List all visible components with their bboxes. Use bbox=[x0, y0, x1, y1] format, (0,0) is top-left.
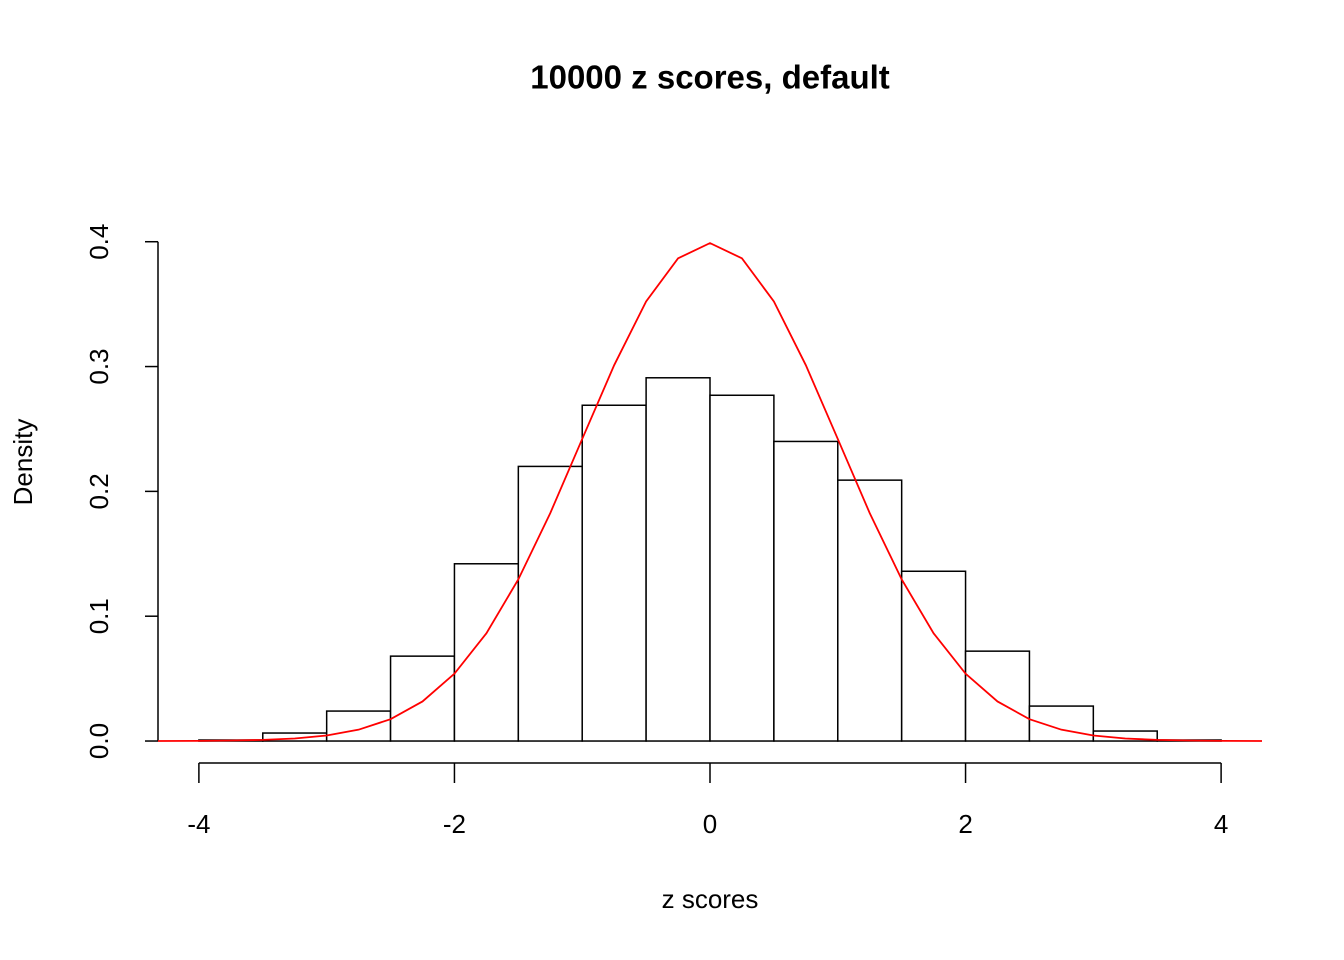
bar bbox=[1028, 705, 1095, 742]
x-axis-label: z scores bbox=[662, 884, 759, 914]
y-tick-label: 0.1 bbox=[84, 598, 114, 634]
x-tick-label: 0 bbox=[703, 809, 717, 839]
bar bbox=[389, 655, 456, 742]
y-tick-label: 0.3 bbox=[84, 348, 114, 384]
bar bbox=[837, 479, 903, 742]
y-tick-label: 0.0 bbox=[84, 723, 114, 759]
x-tick-label: 2 bbox=[958, 809, 972, 839]
bar bbox=[325, 710, 392, 742]
chart-title: 10000 z scores, default bbox=[530, 59, 890, 96]
y-tick-label: 0.2 bbox=[84, 473, 114, 509]
x-tick-label: -2 bbox=[443, 809, 466, 839]
bar bbox=[773, 440, 839, 742]
x-tick-label: 4 bbox=[1214, 809, 1228, 839]
y-tick-label: 0.4 bbox=[84, 224, 114, 260]
x-tick-label: -4 bbox=[187, 809, 210, 839]
bar bbox=[964, 650, 1031, 742]
bar bbox=[900, 570, 967, 742]
y-axis-label: Density bbox=[8, 419, 38, 506]
bar bbox=[453, 563, 520, 742]
bar bbox=[517, 465, 583, 742]
bar bbox=[581, 404, 647, 742]
density-curve bbox=[157, 242, 1263, 742]
bar bbox=[709, 394, 775, 742]
bar bbox=[645, 377, 711, 742]
